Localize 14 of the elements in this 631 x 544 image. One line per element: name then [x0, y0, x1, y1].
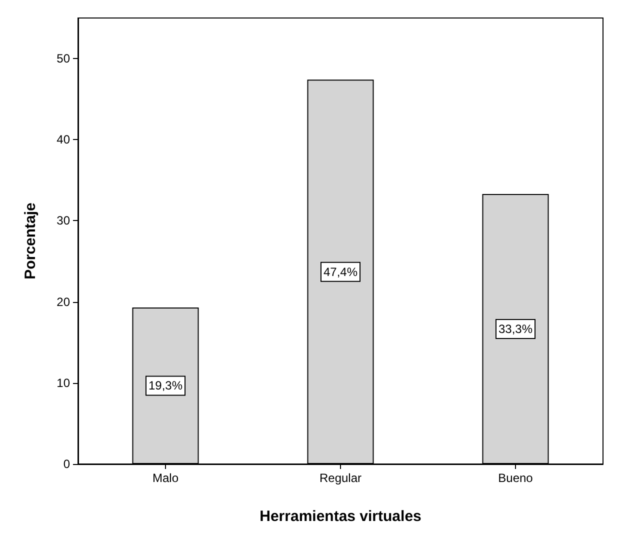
x-tick-label: Bueno: [498, 471, 534, 485]
x-axis-title: Herramientas virtuales: [260, 508, 422, 525]
y-tick-label: 0: [63, 457, 70, 471]
y-tick-label: 50: [56, 52, 70, 66]
y-tick-label: 30: [56, 214, 70, 228]
x-tick-label: Malo: [152, 471, 179, 485]
data-label: 33,3%: [498, 322, 533, 336]
y-tick-label: 40: [56, 132, 70, 147]
y-tick-label: 20: [56, 294, 70, 309]
x-tick-label: Regular: [319, 471, 362, 485]
y-axis-title: Porcentaje: [22, 202, 39, 280]
data-label: 19,3%: [148, 378, 183, 393]
data-label: 47,4%: [323, 264, 358, 279]
y-tick-label: 10: [56, 376, 70, 390]
